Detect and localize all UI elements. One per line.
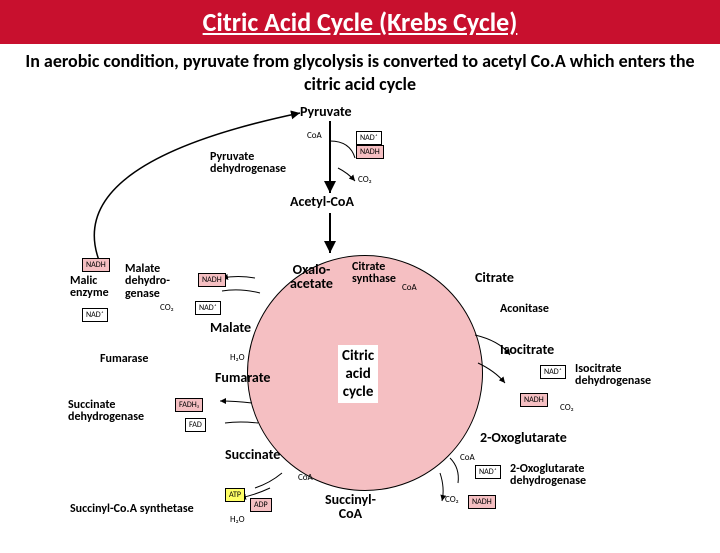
h2o-fum: H₂O [230,353,245,362]
oxoglutarate-dh-label: 2-Oxoglutarate dehydrogenase [510,463,586,488]
atp-text: ATP [229,490,241,500]
center-l2: acid [345,365,370,383]
succinyl-synthetase-label: Succinyl-Co.A synthetase [70,503,194,516]
malate-dh-label: Malate dehydro- genase [125,263,170,301]
pyruvate-label: Pyruvate [300,105,352,120]
fumarate-label: Fumarate [215,371,270,386]
mdh-l3: genase [125,287,160,301]
atp-scs: ATP [225,488,245,502]
center-l3: cycle [343,383,374,401]
pdh-l2: dehydrogenase [210,162,286,176]
ogdh-l2: dehydrogenase [510,474,586,488]
succinyl-coa-label: Succinyl- CoA [325,493,376,522]
nadh-malic: NADH [82,258,110,272]
isocitrate-dh-label: Isocitrate dehydrogenase [575,363,651,388]
oxalo-l2: acetate [290,275,333,292]
cs-l2: synthase [352,272,396,286]
slide-title: Citric Acid Cycle (Krebs Cycle) [203,6,518,38]
fadh2-sdh: FADH₂ [175,398,203,412]
malate-label: Malate [210,321,251,336]
succinate-dh-label: Succinate dehydrogenase [68,399,144,424]
nad-plus-entry: NAD⁺ [356,131,382,145]
scoa-l2: CoA [339,505,362,522]
co2-ogdh: CO₂ [445,495,459,504]
co2-malic: CO₂ [160,303,174,312]
oxoglutarate-label: 2-Oxoglutarate [480,431,567,446]
citrate-label: Citrate [475,271,514,286]
fumarase-label: Fumarase [100,353,148,366]
nadh-mdh: NADH [198,273,226,287]
cycle-center-label: Citric acid cycle [338,345,378,403]
center-l1: Citric [342,347,374,365]
oxaloacetate-label: Oxalo- acetate [290,263,333,292]
nad-ogdh: NAD⁺ [475,465,501,479]
coa-scs: CoA [298,473,313,482]
coa-ogdh: CoA [460,453,475,462]
coa-cs: CoA [402,283,417,292]
isocitrate-label: Isocitrate [500,343,554,358]
nad-malic: NAD⁺ [82,308,108,322]
acetyl-coa-label: Acetyl-CoA [290,195,354,210]
nadh-iso: NADH [520,393,548,407]
aconitase-label: Aconitase [500,303,549,316]
malic-l2: enzyme [70,286,109,300]
fad-sdh: FAD [185,418,206,432]
slide-subtitle: In aerobic condition, pyruvate from glyc… [0,44,720,103]
adp-scs: ADP [250,498,272,512]
adp-text: ADP [254,500,268,510]
malic-enzyme-label: Malic enzyme [70,275,109,300]
succinate-label: Succinate [225,448,280,463]
krebs-cycle-diagram: Pyruvate CoA NAD⁺ NADH Pyruvate dehydrog… [0,103,720,553]
pdh-label: Pyruvate dehydrogenase [210,151,286,176]
nad-mdh: NAD⁺ [195,301,221,315]
citrate-synthase-label: Citrate synthase [352,261,396,286]
co2-iso: CO₂ [560,403,574,412]
idh-l2: dehydrogenase [575,374,651,388]
coa-entry-label: CoA [307,131,322,140]
co2-entry: CO₂ [358,175,372,184]
nad-iso: NAD⁺ [540,365,566,379]
slide-header: Citric Acid Cycle (Krebs Cycle) [0,0,720,44]
nadh-ogdh: NADH [468,495,496,509]
sdh-l2: dehydrogenase [68,410,144,424]
nadh-entry: NADH [356,145,384,159]
h2o-scs: H₂O [230,515,245,524]
